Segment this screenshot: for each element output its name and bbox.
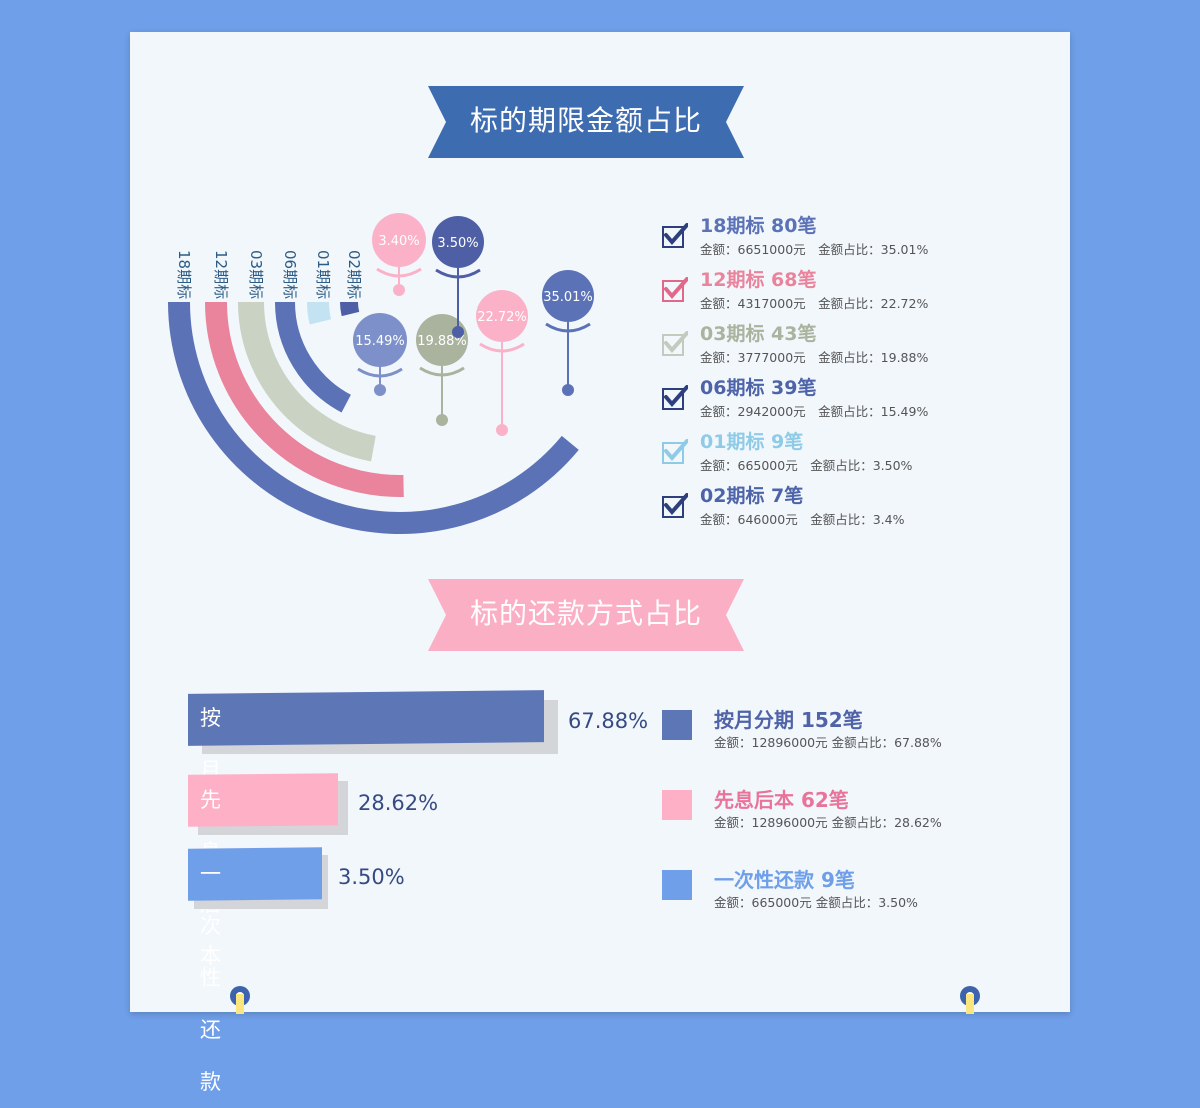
checkbox-icon [662,331,688,356]
bubble-cup-2 [479,342,525,353]
value-bubble-1 [542,270,594,322]
value-bubble-6 [372,213,426,267]
checkbox-icon [662,277,688,302]
term-legend-item: 02期标 7笔 金额：646000元 金额占比：3.4% [662,478,982,532]
bubble-pin-1 [562,384,574,396]
arc-6 [340,301,360,317]
term-legend-detail: 金额：3777000元 金额占比：19.88% [700,350,929,365]
value-label-3: 19.88% [417,334,467,349]
arc-4 [275,301,352,413]
term-legend-title: 06期标 39笔 [700,377,817,399]
bubble-pin-3 [436,414,448,426]
repayment-legend-title: 一次性还款 9笔 [714,868,855,892]
bar-value-label: 67.88% [568,709,649,733]
bar-value-label: 28.62% [358,791,439,815]
arc-label-3: 03期标 [247,250,265,299]
term-legend-title: 12期标 68笔 [700,269,817,291]
bubble-cup-1 [545,322,591,333]
repayment-legend-item: 按月分期 152笔 金额：12896000元 金额占比：67.88% [662,700,992,750]
value-bubble-4 [353,313,407,367]
term-legend-item: 18期标 80笔 金额：6651000元 金额占比：35.01% [662,208,982,262]
bubble-pin-2 [496,424,508,436]
checkbox-icon [662,385,688,410]
bar-value-label: 3.50% [338,865,405,889]
term-legend-detail: 金额：2942000元 金额占比：15.49% [700,404,929,419]
repayment-legend-detail: 金额：665000元 金额占比：3.50% [714,895,918,910]
value-label-5: 3.50% [437,236,478,251]
repayment-legend-item: 一次性还款 9笔 金额：665000元 金额占比：3.50% [662,860,992,910]
arc-label-2: 12期标 [212,250,230,299]
term-legend-detail: 金额：665000元 金额占比：3.50% [700,458,913,473]
bubble-cup-3 [419,366,465,377]
bubble-cup-4 [357,367,403,378]
bubble-cup-5 [435,268,481,279]
infographic-card: 标的期限金额占比 18期标 12期标 03期标 06期标 01期标 02期标 35.01% 2… [130,32,1070,1094]
term-legend-title: 02期标 7笔 [700,485,804,507]
section1-title: 标的期限金额占比 [469,104,702,137]
legend-swatch [662,790,692,820]
arc-2 [205,301,404,497]
bubble-pin-6 [393,284,405,296]
repayment-legend-detail: 金额：12896000元 金额占比：67.88% [714,735,942,750]
checkbox-icon [662,223,688,248]
arc-1 [168,301,579,534]
term-legend-item: 06期标 39笔 金额：2942000元 金额占比：15.49% [662,370,982,424]
repayment-legend-detail: 金额：12896000元 金额占比：28.62% [714,815,942,830]
arc-label-4: 06期标 [281,250,299,299]
value-label-1: 35.01% [543,290,593,305]
bubble-pin-5 [452,326,464,338]
arc-5 [307,301,332,325]
term-legend-detail: 金额：4317000元 金额占比：22.72% [700,296,929,311]
binder-pin-left [236,994,244,1014]
binder-pin-right [966,994,974,1014]
term-legend-title: 01期标 9笔 [700,431,804,453]
term-legend-item: 01期标 9笔 金额：665000元 金额占比：3.50% [662,424,982,478]
term-legend-title: 18期标 80笔 [700,215,817,237]
bubble-pin-4 [374,384,386,396]
arc-label-6: 02期标 [345,250,363,299]
bubble-cup-6 [376,267,422,278]
section2-title-banner: 标的还款方式占比 [428,577,744,653]
bar-label: 一次性还款 [200,862,221,1094]
section1-title-banner: 标的期限金额占比 [428,84,744,160]
legend-swatch [662,870,692,900]
repayment-legend-item: 先息后本 62笔 金额：12896000元 金额占比：28.62% [662,780,992,830]
term-legend-item: 12期标 68笔 金额：4317000元 金额占比：22.72% [662,262,982,316]
section2-title: 标的还款方式占比 [469,597,702,630]
value-label-6: 3.40% [378,234,419,249]
term-legend-title: 03期标 43笔 [700,323,817,345]
checkbox-icon [662,439,688,464]
term-legend-item: 03期标 43笔 金额：3777000元 金额占比：19.88% [662,316,982,370]
repayment-legend-title: 按月分期 152笔 [714,708,863,732]
value-label-4: 15.49% [355,334,405,349]
repayment-legend-title: 先息后本 62笔 [714,788,849,812]
value-bubble-5 [432,216,484,268]
arc-3 [238,301,376,462]
checkbox-icon [662,493,688,518]
term-amount-radial-chart: 18期标 12期标 03期标 06期标 01期标 02期标 35.01% 22.72% 19.8… [168,213,594,534]
arc-label-5: 01期标 [314,250,332,299]
legend-swatch [662,710,692,740]
value-label-2: 22.72% [477,310,527,325]
arc-label-1: 18期标 [175,250,193,299]
term-legend: 18期标 80笔 金额：6651000元 金额占比：35.01% 12期标 68… [662,208,982,532]
value-bubble-2 [476,290,528,342]
term-legend-detail: 金额：6651000元 金额占比：35.01% [700,242,929,257]
bar-fill [188,690,544,746]
term-legend-detail: 金额：646000元 金额占比：3.4% [700,512,905,527]
